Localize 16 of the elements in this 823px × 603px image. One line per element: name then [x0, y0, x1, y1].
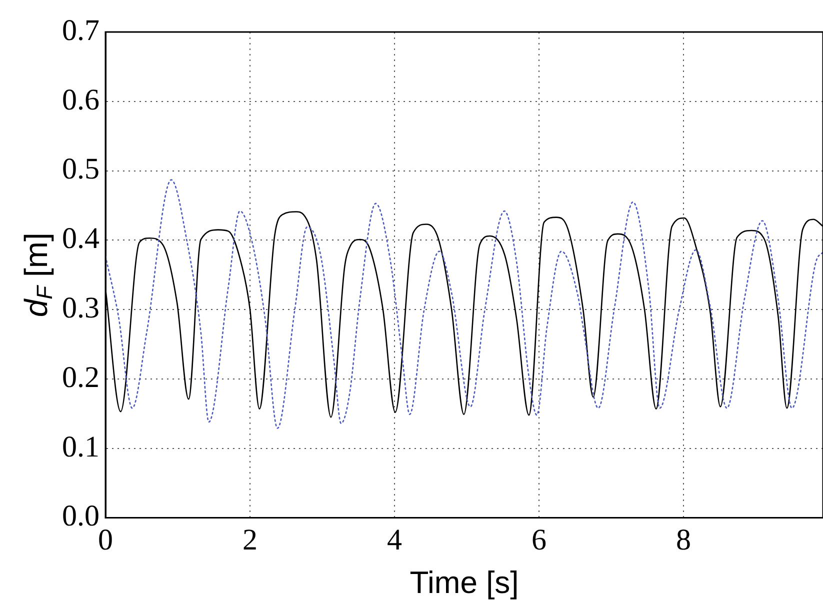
- y-axis-title: dF [m]: [18, 232, 58, 318]
- x-tick-label: 4: [387, 524, 402, 557]
- y-tick-label: 0.6: [62, 83, 100, 116]
- y-tick-label: 0.4: [62, 222, 100, 256]
- y-tick-label: 0.1: [62, 430, 100, 464]
- x-tick-label: 6: [532, 524, 547, 557]
- y-tick-label: 0.2: [62, 360, 100, 394]
- line-series: [106, 179, 823, 429]
- x-tick-label: 0: [98, 524, 113, 557]
- y-tick-label: 0.5: [62, 152, 100, 186]
- x-tick-label: 8: [676, 524, 692, 557]
- y-tick-label: 0.0: [62, 500, 100, 533]
- y-tick-label: 0.7: [62, 14, 100, 47]
- x-tick-label: 2: [242, 524, 258, 557]
- y-tick-label: 0.3: [62, 291, 100, 324]
- x-axis-title: Time [s]: [410, 564, 519, 600]
